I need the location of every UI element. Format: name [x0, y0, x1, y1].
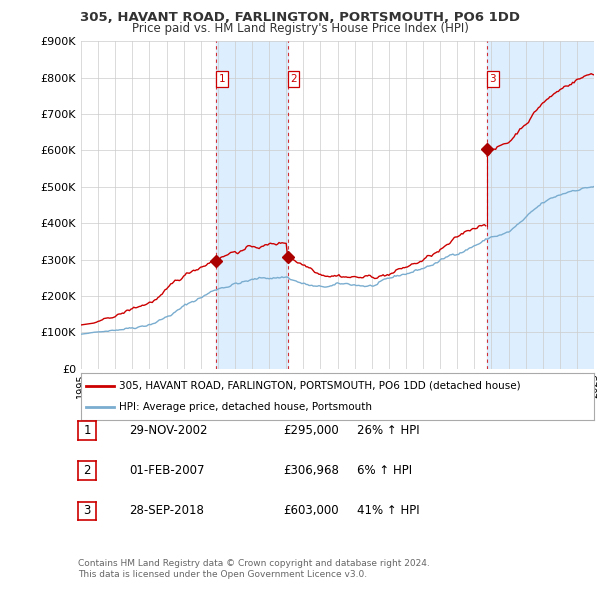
Text: 29-NOV-2002: 29-NOV-2002 [129, 424, 208, 437]
Text: 01-FEB-2007: 01-FEB-2007 [129, 464, 205, 477]
Text: 41% ↑ HPI: 41% ↑ HPI [357, 504, 419, 517]
Text: Contains HM Land Registry data © Crown copyright and database right 2024.
This d: Contains HM Land Registry data © Crown c… [78, 559, 430, 579]
Text: £603,000: £603,000 [283, 504, 339, 517]
Bar [216, 41, 287, 369]
Text: 305, HAVANT ROAD, FARLINGTON, PORTSMOUTH, PO6 1DD: 305, HAVANT ROAD, FARLINGTON, PORTSMOUTH… [80, 11, 520, 24]
Text: 1: 1 [83, 424, 91, 437]
Text: 305, HAVANT ROAD, FARLINGTON, PORTSMOUTH, PO6 1DD (detached house): 305, HAVANT ROAD, FARLINGTON, PORTSMOUTH… [119, 381, 521, 391]
Text: £295,000: £295,000 [283, 424, 339, 437]
Text: £306,968: £306,968 [283, 464, 339, 477]
Text: 2: 2 [290, 74, 297, 84]
Text: HPI: Average price, detached house, Portsmouth: HPI: Average price, detached house, Port… [119, 402, 373, 412]
Bar [577, 41, 594, 369]
Text: 1: 1 [219, 74, 226, 84]
Text: 3: 3 [83, 504, 91, 517]
Text: Price paid vs. HM Land Registry's House Price Index (HPI): Price paid vs. HM Land Registry's House … [131, 22, 469, 35]
Bar [487, 41, 594, 369]
Text: 2: 2 [83, 464, 91, 477]
Text: 28-SEP-2018: 28-SEP-2018 [129, 504, 204, 517]
Text: 3: 3 [490, 74, 496, 84]
Text: 6% ↑ HPI: 6% ↑ HPI [357, 464, 412, 477]
Text: 26% ↑ HPI: 26% ↑ HPI [357, 424, 419, 437]
